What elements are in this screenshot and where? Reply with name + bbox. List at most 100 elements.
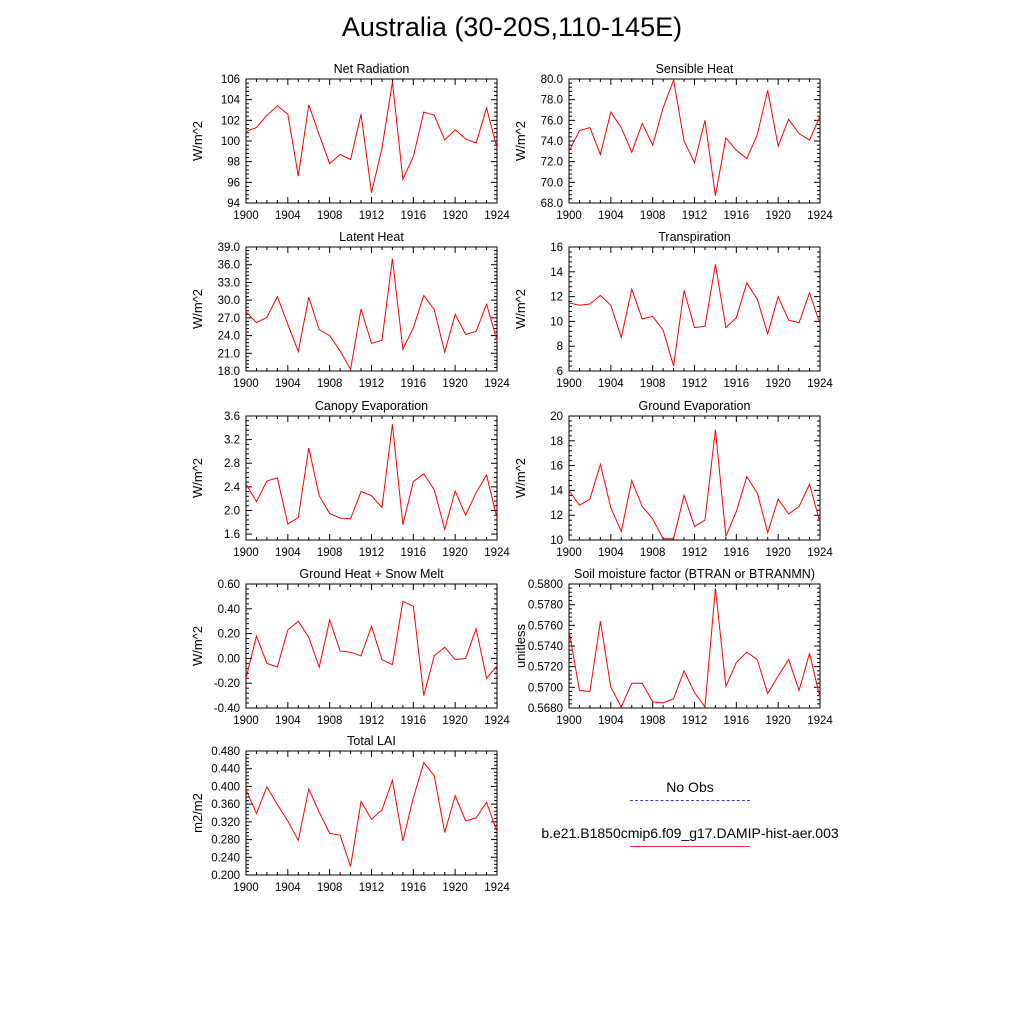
y-tick-label: 74.0 — [541, 136, 563, 148]
y-tick-label: 18 — [550, 436, 563, 448]
x-tick-label: 1916 — [401, 210, 427, 222]
plot-frame — [245, 78, 498, 204]
panel-total-lai: Total LAI m2/m2 1900 1904 1908 1912 1916 1920 19… — [190, 734, 510, 894]
y-tick-label: 0.40 — [218, 604, 240, 616]
y-tick-label: 16 — [550, 242, 563, 254]
x-tick-label: 1904 — [598, 547, 624, 559]
series-line — [569, 588, 820, 708]
x-tick-label: 1920 — [442, 378, 468, 390]
x-tick-label: 1900 — [233, 378, 259, 390]
y-tick-label: 102 — [221, 115, 240, 127]
x-tick-label: 1916 — [401, 715, 427, 727]
series-line — [246, 82, 497, 193]
series-line — [246, 600, 497, 696]
x-tick-label: 1920 — [442, 882, 468, 894]
legend-solid-line — [630, 846, 750, 847]
y-tick-label: 36.0 — [218, 260, 240, 272]
y-tick-label: 24.0 — [218, 331, 240, 343]
y-tick-label: 30.0 — [218, 295, 240, 307]
panel-title: Total LAI — [347, 734, 396, 748]
y-tick-label: -0.20 — [214, 678, 240, 690]
panel-title: Soil moisture factor (BTRAN or BTRANMN) — [574, 567, 815, 581]
x-tick-label: 1924 — [807, 210, 833, 222]
x-tick-label: 1904 — [275, 882, 301, 894]
plot-frame — [568, 246, 821, 372]
x-tick-label: 1920 — [765, 547, 791, 559]
y-tick-label: 0.5760 — [528, 620, 563, 632]
y-tick-label: 0.5800 — [528, 579, 563, 591]
x-tick-label: 1904 — [598, 378, 624, 390]
series-line — [246, 761, 497, 867]
x-tick-label: 1912 — [359, 882, 385, 894]
series-line — [569, 429, 820, 540]
y-tick-label: 0.240 — [211, 852, 240, 864]
x-tick-label: 1900 — [233, 882, 259, 894]
panel-soil-moisture-factor-btran-or-btranmn: Soil moisture factor (BTRAN or BTRANMN) u… — [513, 567, 833, 727]
series-line — [569, 264, 820, 367]
panel-sensible-heat: Sensible Heat W/m^2 1900 1904 1908 1912 1916 19… — [513, 62, 833, 222]
panel-ground-heat-snow-melt: Ground Heat + Snow Melt W/m^2 1900 1904 1908… — [190, 567, 510, 727]
plot-frame — [568, 583, 821, 709]
y-tick-label: 76.0 — [541, 115, 563, 127]
y-tick-label: 0.480 — [211, 746, 240, 758]
y-axis-label: unitless — [513, 623, 528, 668]
x-tick-label: 1912 — [682, 378, 708, 390]
x-tick-label: 1904 — [598, 210, 624, 222]
x-tick-label: 1904 — [598, 715, 624, 727]
y-axis-label: W/m^2 — [190, 289, 205, 329]
legend-dashed-line — [630, 800, 750, 801]
y-tick-label: 18.0 — [218, 366, 240, 378]
x-tick-label: 1920 — [765, 715, 791, 727]
y-tick-label: 33.0 — [218, 277, 240, 289]
y-tick-label: 27.0 — [218, 313, 240, 325]
y-tick-label: 72.0 — [541, 157, 563, 169]
plot-frame — [568, 78, 821, 204]
x-tick-label: 1900 — [233, 715, 259, 727]
legend-label-simulation: b.e21.B1850cmip6.f09_g17.DAMIP-hist-aer.… — [541, 825, 839, 841]
y-tick-label: 78.0 — [541, 95, 563, 107]
panel-latent-heat: Latent Heat W/m^2 1900 1904 1908 1912 1916 1920… — [190, 230, 510, 390]
x-tick-label: 1904 — [275, 715, 301, 727]
y-tick-label: 16 — [550, 461, 563, 473]
x-tick-label: 1900 — [233, 547, 259, 559]
y-tick-label: 98 — [227, 157, 240, 169]
series-line — [569, 79, 820, 196]
series-line — [246, 424, 497, 532]
y-tick-label: 0.00 — [218, 653, 240, 665]
y-axis-label: W/m^2 — [190, 121, 205, 161]
x-tick-label: 1916 — [401, 547, 427, 559]
x-tick-label: 1900 — [556, 715, 582, 727]
x-tick-label: 1924 — [484, 882, 510, 894]
y-tick-label: 104 — [221, 95, 241, 107]
y-tick-label: 0.5680 — [528, 703, 563, 715]
x-tick-label: 1916 — [401, 378, 427, 390]
y-tick-label: 3.2 — [224, 435, 240, 447]
y-tick-label: 12 — [550, 510, 563, 522]
x-tick-label: 1924 — [484, 547, 510, 559]
y-tick-label: 14 — [550, 485, 563, 497]
y-tick-label: 0.360 — [211, 799, 240, 811]
y-axis-label: m2/m2 — [190, 793, 205, 833]
plot-frame — [245, 750, 498, 876]
x-tick-label: 1916 — [724, 378, 750, 390]
legend-item-no-obs: No Obs — [530, 778, 850, 824]
x-tick-label: 1908 — [640, 210, 666, 222]
x-tick-label: 1908 — [317, 715, 343, 727]
x-tick-label: 1924 — [807, 547, 833, 559]
x-tick-label: 1908 — [317, 547, 343, 559]
x-tick-label: 1912 — [359, 715, 385, 727]
y-tick-label: 10 — [550, 535, 563, 547]
y-tick-label: 0.5780 — [528, 600, 563, 612]
y-axis-label: W/m^2 — [190, 458, 205, 498]
x-tick-label: 1908 — [640, 378, 666, 390]
x-tick-label: 1924 — [807, 715, 833, 727]
y-tick-label: 14 — [550, 267, 563, 279]
panel-net-radiation: Net Radiation W/m^2 1900 1904 1908 1912 1916 19… — [190, 62, 510, 222]
panel-title: Latent Heat — [339, 230, 404, 244]
y-tick-label: 0.280 — [211, 835, 240, 847]
x-tick-label: 1920 — [765, 210, 791, 222]
x-tick-label: 1912 — [359, 547, 385, 559]
x-tick-label: 1920 — [442, 210, 468, 222]
panel-title: Sensible Heat — [656, 62, 734, 76]
